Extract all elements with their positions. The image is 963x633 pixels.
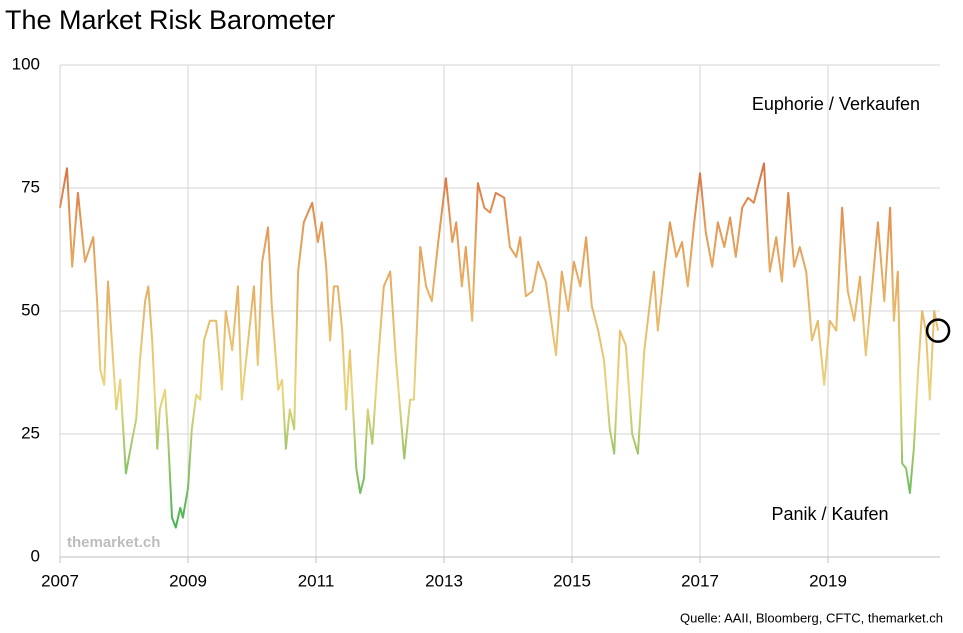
highlight-marker [925, 318, 951, 343]
y-tick-label: 100 [12, 54, 40, 73]
x-tick-label: 2009 [169, 571, 207, 590]
x-tick-label: 2017 [681, 571, 719, 590]
watermark: themarket.ch [67, 534, 160, 551]
y-tick-label: 50 [21, 300, 40, 319]
data-line [59, 162, 940, 529]
x-tick-label: 2007 [41, 571, 79, 590]
x-tick-label: 2013 [425, 571, 463, 590]
y-tick-label: 0 [31, 546, 40, 565]
annotation: Euphorie / Verkaufen [752, 94, 920, 114]
y-tick-label: 75 [21, 177, 40, 196]
chart-title: The Market Risk Barometer [5, 5, 335, 35]
annotation: Panik / Kaufen [771, 504, 888, 524]
y-tick-label: 25 [21, 423, 40, 442]
source-note: Quelle: AAII, Bloomberg, CFTC, themarket… [680, 610, 943, 625]
x-tick-label: 2011 [298, 571, 335, 590]
x-tick-label: 2015 [553, 571, 591, 590]
x-tick-label: 2019 [809, 571, 847, 590]
